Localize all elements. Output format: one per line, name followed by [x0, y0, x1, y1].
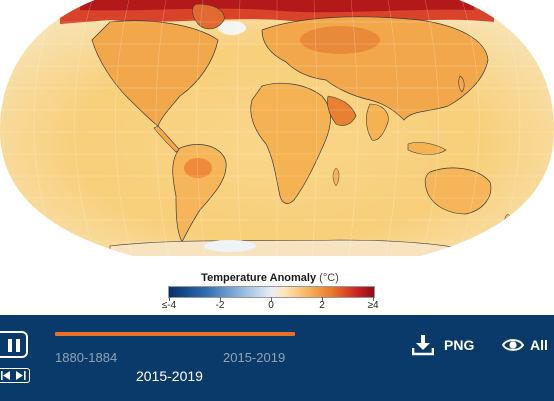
timeline-start-label: 1880-1884: [55, 350, 118, 365]
pause-icon-right-bar: [16, 339, 20, 352]
legend-tick-label: -2: [215, 300, 225, 311]
timeline-current-label: 2015-2019: [136, 368, 203, 384]
legend-tick-mark: [169, 297, 170, 301]
north-atlantic-cool-patch: [218, 21, 246, 35]
antarctica: [109, 239, 471, 256]
download-icon: [412, 335, 434, 356]
step-back-button[interactable]: [0, 369, 15, 382]
new-zealand: [504, 213, 511, 229]
siberia-warm-spot: [300, 26, 380, 54]
download-png-button[interactable]: PNG: [412, 333, 474, 357]
step-buttons: [0, 368, 30, 383]
legend-tick-mark: [220, 297, 221, 301]
antarctic-cool-patch: [204, 240, 256, 252]
step-forward-icon: [15, 371, 26, 380]
temperature-anomaly-map: [0, 0, 554, 262]
central-america: [153, 125, 181, 153]
arabian-peninsula: [327, 95, 357, 126]
legend-tick-label: ≤-4: [161, 300, 177, 311]
legend-title-text: Temperature Anomaly: [201, 272, 317, 284]
step-forward-button[interactable]: [15, 369, 30, 382]
legend-title: Temperature Anomaly (°C): [160, 271, 380, 285]
legend-tick-mark: [373, 297, 374, 301]
indonesia: [407, 142, 447, 155]
madagascar: [332, 167, 340, 187]
playback-controls-bar: 1880-1884 2015-2019 2015-2019 PNG All: [0, 315, 554, 401]
pause-button[interactable]: [0, 331, 28, 358]
africa: [250, 82, 331, 204]
legend-tick-label: 0: [268, 300, 274, 311]
world-map: [0, 0, 554, 262]
greenland: [192, 3, 225, 30]
legend-tick-label: 2: [319, 300, 325, 311]
legend-tick-label: ≥4: [367, 300, 379, 311]
india: [366, 103, 389, 141]
legend-tick-mark: [322, 297, 323, 301]
png-label: PNG: [444, 337, 475, 353]
arctic-hot-core: [80, 0, 474, 13]
timeline-slider[interactable]: [55, 332, 295, 336]
pause-icon-left-bar: [8, 339, 12, 352]
view-all-button[interactable]: All: [502, 333, 548, 357]
legend-tick-mark: [271, 297, 272, 301]
legend-unit: (°C): [319, 272, 339, 284]
amazon-warm-spot: [184, 158, 212, 178]
eye-icon: [502, 339, 524, 351]
north-america: [91, 20, 219, 127]
graticule: [0, 0, 554, 262]
all-label: All: [530, 337, 548, 353]
globe: [0, 0, 554, 262]
color-legend: Temperature Anomaly (°C) ≤-4 -2 0 2 ≥4: [160, 271, 380, 311]
step-back-icon: [1, 371, 10, 380]
timeline-end-label: 2015-2019: [223, 350, 286, 365]
australia: [424, 167, 492, 215]
japan: [458, 75, 465, 93]
